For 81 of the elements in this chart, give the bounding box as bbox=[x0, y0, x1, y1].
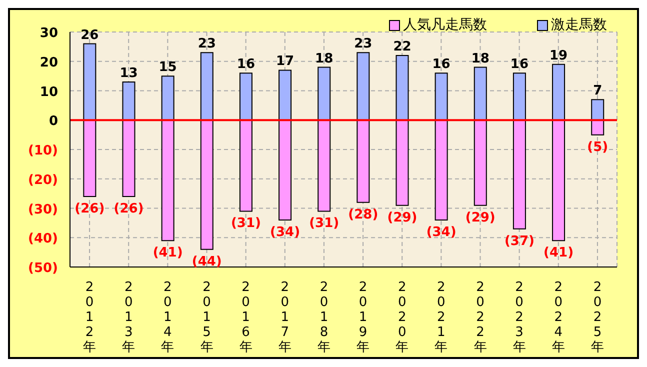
y-tick-label: (20) bbox=[28, 172, 58, 188]
bar bbox=[591, 120, 604, 136]
x-tick-label: 2018年 bbox=[317, 280, 330, 355]
data-label: (29) bbox=[387, 210, 418, 226]
bar bbox=[200, 120, 214, 250]
bar bbox=[474, 66, 487, 121]
x-tick-label: 2016年 bbox=[239, 280, 252, 355]
bar bbox=[122, 81, 136, 121]
data-label: 13 bbox=[120, 66, 138, 81]
x-tick-label: 2014年 bbox=[161, 280, 174, 355]
x-tick-label: 2017年 bbox=[278, 280, 292, 355]
data-label: 7 bbox=[593, 84, 602, 99]
bar bbox=[474, 120, 487, 206]
data-label: 15 bbox=[158, 60, 177, 76]
bar bbox=[161, 120, 174, 242]
bar bbox=[512, 72, 526, 121]
bar bbox=[396, 120, 409, 206]
x-tick-label: 2015年 bbox=[200, 280, 214, 355]
bar bbox=[356, 52, 370, 121]
data-label: 26 bbox=[80, 28, 99, 43]
bar bbox=[278, 70, 292, 121]
data-label: (31) bbox=[309, 216, 340, 232]
data-label: (28) bbox=[348, 207, 378, 222]
bar bbox=[552, 120, 566, 242]
data-label: (26) bbox=[74, 202, 105, 216]
bar bbox=[356, 120, 370, 203]
x-tick-label: 2022年 bbox=[474, 280, 487, 355]
y-tick-label: 10 bbox=[40, 84, 58, 100]
data-label: 16 bbox=[510, 57, 529, 72]
legend-label: 激走馬数 bbox=[550, 16, 607, 34]
bar bbox=[122, 120, 136, 197]
data-label: (41) bbox=[544, 246, 574, 261]
x-tick-label: 2024年 bbox=[552, 280, 565, 355]
bar bbox=[591, 99, 604, 121]
y-tick-label: (40) bbox=[28, 232, 58, 247]
legend-label: 人気凡走馬数 bbox=[402, 16, 487, 34]
data-label: 16 bbox=[432, 57, 450, 72]
y-tick-label: (50) bbox=[28, 261, 58, 276]
x-tick-label: 2021年 bbox=[434, 280, 448, 355]
bar bbox=[512, 120, 526, 230]
bar bbox=[396, 55, 409, 121]
x-tick-label: 2013年 bbox=[122, 280, 136, 355]
data-label: (29) bbox=[465, 210, 496, 226]
bar bbox=[552, 64, 566, 121]
bar bbox=[239, 120, 252, 212]
bar bbox=[200, 52, 214, 121]
bar bbox=[318, 120, 331, 212]
data-label: (26) bbox=[114, 202, 144, 216]
data-label: (34) bbox=[426, 225, 456, 240]
data-label: (31) bbox=[230, 216, 261, 232]
data-label: (34) bbox=[270, 225, 300, 240]
data-label: 19 bbox=[549, 48, 568, 64]
bar bbox=[434, 72, 448, 121]
y-tick-label: 0 bbox=[48, 114, 58, 130]
data-label: 22 bbox=[393, 40, 412, 54]
data-label: 23 bbox=[198, 36, 216, 52]
x-tick-label: 2020年 bbox=[396, 280, 409, 355]
x-tick-label: 2019年 bbox=[356, 280, 370, 355]
bar bbox=[318, 66, 331, 121]
bar bbox=[278, 120, 292, 220]
bar bbox=[161, 76, 174, 121]
x-tick-label: 2012年 bbox=[83, 280, 96, 355]
bar bbox=[83, 43, 96, 121]
data-label: (5) bbox=[587, 140, 608, 155]
data-label: (41) bbox=[152, 246, 183, 261]
data-label: 23 bbox=[354, 36, 372, 52]
data-label: 17 bbox=[276, 54, 294, 70]
x-tick-label: 2023年 bbox=[512, 280, 526, 355]
y-tick-label: 30 bbox=[40, 26, 58, 41]
y-tick-label: 20 bbox=[40, 55, 58, 70]
bar bbox=[434, 120, 448, 220]
bar bbox=[83, 120, 96, 197]
y-tick-label: (30) bbox=[28, 202, 58, 218]
bar bbox=[239, 72, 252, 121]
y-tick-label: (10) bbox=[28, 144, 58, 158]
data-label: 18 bbox=[315, 51, 334, 66]
data-label: 16 bbox=[236, 57, 256, 72]
x-tick-label: 2025年 bbox=[590, 280, 604, 355]
data-label: (44) bbox=[192, 254, 222, 270]
data-label: 18 bbox=[471, 51, 490, 66]
data-label: (37) bbox=[504, 234, 534, 249]
